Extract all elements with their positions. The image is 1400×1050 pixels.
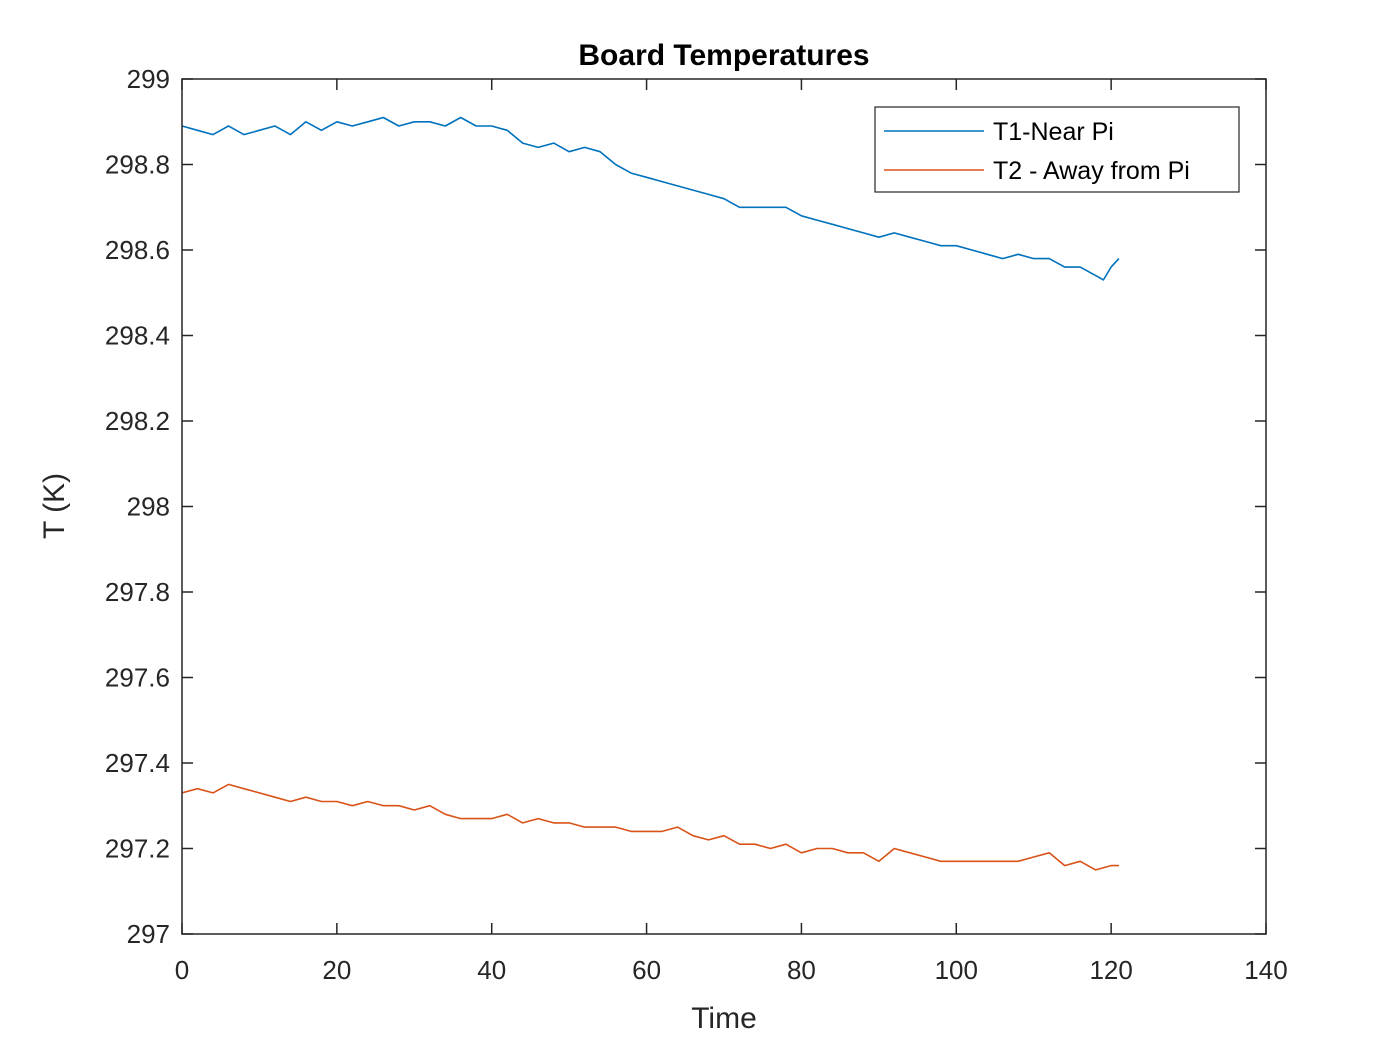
y-tick-label: 297.8 (105, 577, 170, 607)
plot-area (182, 79, 1266, 934)
x-tick-label: 140 (1244, 955, 1287, 985)
y-tick-label: 297.4 (105, 748, 170, 778)
legend: T1-Near Pi T2 - Away from Pi (874, 106, 1240, 193)
x-tick-label: 100 (935, 955, 978, 985)
y-axis-label: T (K) (38, 473, 71, 539)
y-tick-label: 297.2 (105, 834, 170, 864)
x-tick-label: 60 (632, 955, 661, 985)
legend-box (874, 106, 1240, 193)
x-tick-label: 0 (175, 955, 189, 985)
y-tick-label: 298.2 (105, 406, 170, 436)
legend-label-t1: T1-Near Pi (993, 118, 1114, 146)
y-tick-label: 298.8 (105, 150, 170, 180)
x-axis-label: Time (691, 1002, 757, 1035)
y-tick-label: 298.4 (105, 321, 170, 351)
chart-title: Board Temperatures (578, 39, 869, 72)
x-tick-label: 40 (477, 955, 506, 985)
series-line-2 (181, 783, 1119, 871)
x-tick-label: 20 (322, 955, 351, 985)
y-tick-label: 299 (127, 64, 170, 94)
x-tick-label: 80 (787, 955, 816, 985)
legend-label-t2: T2 - Away from Pi (993, 157, 1190, 185)
series-line-1 (181, 116, 1120, 281)
series-layer (181, 116, 1120, 871)
y-tick-label: 297.6 (105, 663, 170, 693)
x-tick-label: 120 (1089, 955, 1132, 985)
y-tick-label: 297 (127, 919, 170, 949)
ticks-layer: 0 20 40 60 80 100 120 140 297 297.2 297.4 297.6 297.… (105, 64, 1288, 985)
y-tick-label: 298 (127, 492, 170, 522)
y-tick-label: 298.6 (105, 235, 170, 265)
